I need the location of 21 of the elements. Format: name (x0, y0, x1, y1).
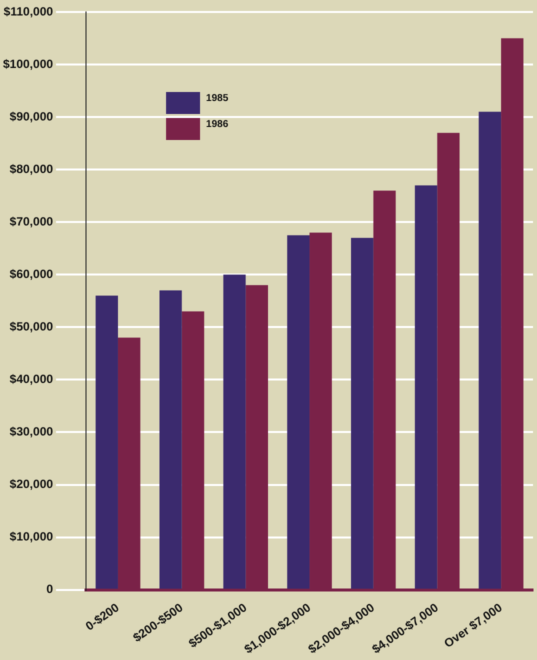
bar (223, 274, 246, 589)
y-tick-label: $70,000 (10, 214, 54, 228)
bar (159, 290, 182, 589)
y-tick-label: $30,000 (10, 424, 54, 439)
y-tick-label: $10,000 (10, 530, 54, 544)
bar (96, 296, 118, 589)
bar (351, 238, 374, 589)
y-tick-label: 0 (46, 582, 54, 596)
y-tick-label: $50,000 (10, 319, 54, 334)
y-tick-label: $100,000 (2, 56, 54, 71)
y-tick-label: $20,000 (10, 477, 54, 492)
bar (478, 112, 502, 589)
y-tick-label: $60,000 (10, 266, 54, 281)
y-tick-label: $90,000 (10, 109, 54, 124)
bar (414, 185, 438, 589)
y-tick-label: $80,000 (10, 162, 54, 176)
y-tick-label: $110,000 (4, 4, 54, 18)
legend-label: 1986 (206, 118, 229, 130)
y-tick-label: $40,000 (10, 372, 54, 386)
legend-label: 1985 (206, 92, 229, 104)
bar (287, 235, 310, 589)
